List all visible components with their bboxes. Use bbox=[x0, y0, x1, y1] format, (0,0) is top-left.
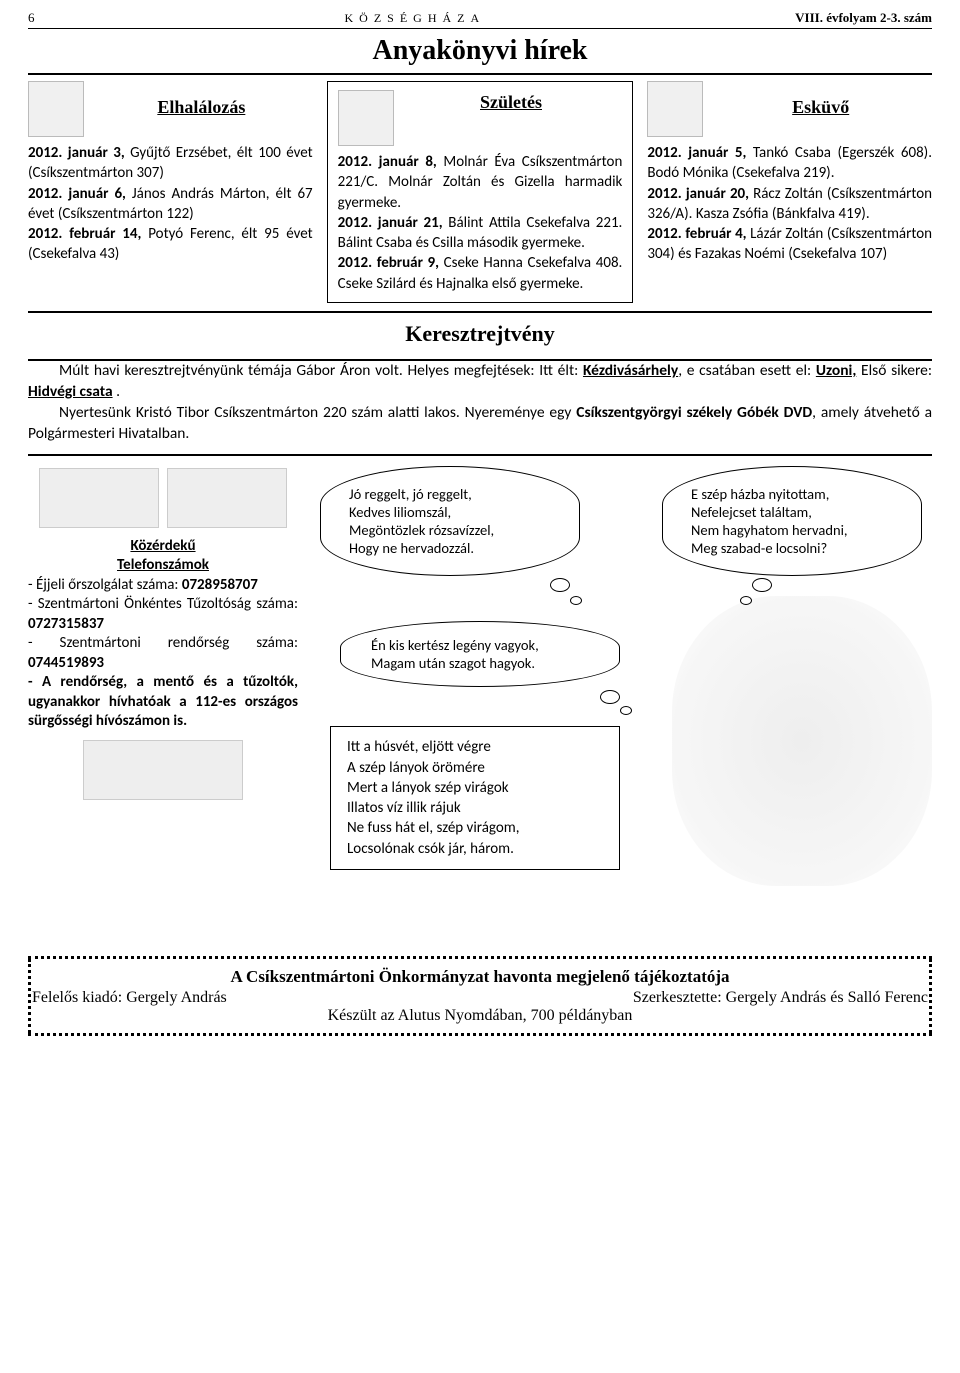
ambulance-icon bbox=[39, 468, 159, 528]
page: 6 KÖZSÉGHÁZA VIII. évfolyam 2-3. szám An… bbox=[0, 0, 960, 1056]
crossword-title: Keresztrejtvény bbox=[28, 321, 932, 347]
bottom-section: Közérdekű Telefonszámok - Éjjeli őrszolg… bbox=[28, 466, 932, 866]
footer-title: A Csíkszentmártoni Önkormányzat havonta … bbox=[32, 967, 928, 987]
poem-box: Itt a húsvét, eljött végreA szép lányok … bbox=[330, 726, 620, 870]
phone-body: - Éjjeli őrszolgálat száma: 0728958707- … bbox=[28, 576, 298, 732]
weddings-column: Esküvő 2012. január 5, Tankó Csaba (Eger… bbox=[647, 81, 932, 303]
crossword-title-wrap: Keresztrejtvény bbox=[28, 321, 932, 361]
header-center: KÖZSÉGHÁZA bbox=[344, 11, 485, 26]
rings-icon bbox=[647, 81, 703, 137]
issue-info: VIII. évfolyam 2-3. szám bbox=[795, 10, 932, 26]
footer-publisher: Felelős kiadó: Gergely András bbox=[32, 989, 227, 1007]
bunny-illustration bbox=[672, 596, 932, 886]
crossword-body: Múlt havi keresztrejtvényünk témája Gábo… bbox=[28, 361, 932, 457]
poems-area: Jó reggelt, jó reggelt,Kedves liliomszál… bbox=[310, 466, 932, 866]
speech-bubble-2: E szép házba nyitottam,Nefelejcset talál… bbox=[662, 466, 922, 576]
speech-bubble-3: Én kis kertész legény vagyok,Magam után … bbox=[340, 621, 620, 687]
footer-editor: Szerkesztette: Gergely András és Salló F… bbox=[633, 989, 928, 1007]
deaths-body: 2012. január 3, Gyűjtő Erzsébet, élt 100… bbox=[28, 143, 313, 265]
phone-heading-1: Közérdekű bbox=[28, 537, 298, 557]
church-icon bbox=[28, 81, 84, 137]
phone-heading-2: Telefonszámok bbox=[28, 556, 298, 576]
registry-columns: Elhalálozás 2012. január 3, Gyűjtő Erzsé… bbox=[28, 81, 932, 313]
speech-bubble-1: Jó reggelt, jó reggelt,Kedves liliomszál… bbox=[320, 466, 580, 576]
births-column: Születés 2012. január 8, Molnár Éva Csík… bbox=[327, 81, 634, 303]
page-header: 6 KÖZSÉGHÁZA VIII. évfolyam 2-3. szám bbox=[28, 10, 932, 29]
main-title: Anyakönyvi hírek bbox=[28, 35, 932, 67]
phone-column: Közérdekű Telefonszámok - Éjjeli őrszolg… bbox=[28, 466, 298, 866]
footer-box: A Csíkszentmártoni Önkormányzat havonta … bbox=[28, 956, 932, 1036]
fire-truck-icon bbox=[83, 740, 243, 800]
weddings-title: Esküvő bbox=[792, 97, 849, 117]
births-title: Születés bbox=[480, 92, 542, 112]
page-number: 6 bbox=[28, 10, 35, 26]
stork-icon bbox=[338, 90, 394, 146]
births-body: 2012. január 8, Molnár Éva Csíkszentmárt… bbox=[338, 152, 623, 294]
deaths-title: Elhalálozás bbox=[157, 97, 245, 117]
police-car-icon bbox=[167, 468, 287, 528]
weddings-body: 2012. január 5, Tankó Csaba (Egerszék 60… bbox=[647, 143, 932, 265]
main-title-wrap: Anyakönyvi hírek bbox=[28, 35, 932, 75]
deaths-column: Elhalálozás 2012. január 3, Gyűjtő Erzsé… bbox=[28, 81, 313, 303]
footer-printer: Készült az Alutus Nyomdában, 700 példány… bbox=[32, 1007, 928, 1025]
